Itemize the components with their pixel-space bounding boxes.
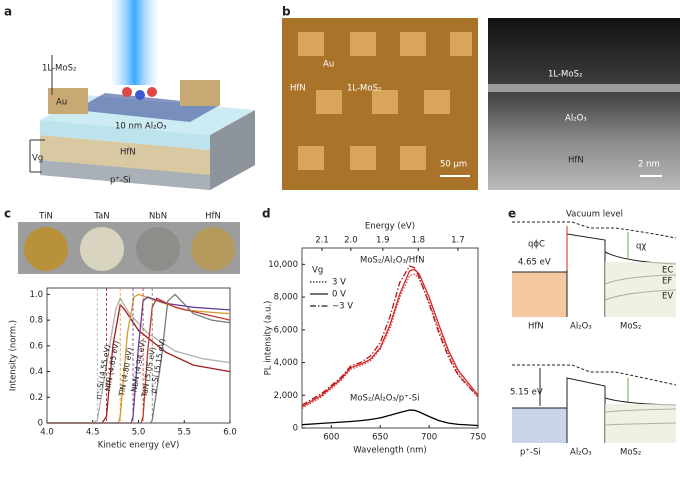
scale-label: 2 nm bbox=[638, 160, 660, 170]
x-axis-label: Kinetic energy (eV) bbox=[98, 441, 180, 451]
panel-label: e bbox=[508, 207, 516, 221]
legend-label: 0 V bbox=[332, 290, 346, 300]
y-tick-label: 4,000 bbox=[274, 358, 298, 368]
sample-label: TiN bbox=[38, 212, 53, 222]
y-tick-label: 10,000 bbox=[268, 260, 298, 270]
data-line bbox=[47, 297, 231, 424]
y-tick-label: 8,000 bbox=[274, 293, 298, 303]
label: 1L-MoS₂ bbox=[347, 84, 381, 94]
x-tick-label: 5.5 bbox=[177, 428, 191, 438]
label: HfN bbox=[290, 84, 306, 94]
y-tick-label: 2,000 bbox=[274, 391, 298, 401]
label: 1L-MoS₂ bbox=[548, 70, 582, 80]
data-line bbox=[301, 268, 479, 408]
device-schematic bbox=[29, 0, 255, 190]
label: Vacuum level bbox=[566, 210, 623, 220]
label: 1L-MoS₂ bbox=[42, 64, 76, 74]
x2-tick-label: 2.1 bbox=[315, 236, 329, 246]
panel-label: c bbox=[4, 207, 11, 221]
label: HfN bbox=[528, 322, 544, 332]
label: Au bbox=[323, 60, 334, 70]
label: Vg bbox=[32, 154, 43, 164]
label: Al₂O₃ bbox=[570, 448, 592, 458]
label: 10 nm Al₂O₃ bbox=[115, 122, 167, 132]
y-tick-label: 0.8 bbox=[29, 316, 43, 326]
sample-photo bbox=[18, 222, 240, 274]
label: EC bbox=[662, 266, 673, 276]
y-tick-label: 6,000 bbox=[274, 325, 298, 335]
band-diagram bbox=[512, 221, 677, 443]
label: Au bbox=[56, 98, 67, 108]
x2-axis-label: Energy (eV) bbox=[365, 222, 415, 232]
data-line bbox=[301, 273, 479, 409]
sample-label: HfN bbox=[205, 212, 221, 222]
y-tick-label: 1.0 bbox=[29, 290, 43, 300]
y-tick-label: 0.6 bbox=[29, 341, 43, 351]
label: HfN bbox=[120, 148, 136, 158]
legend-label: −3 V bbox=[332, 302, 353, 312]
y-axis-label: PL intensity (a.u.) bbox=[264, 301, 274, 376]
x-tick-label: 600 bbox=[323, 433, 339, 443]
label: HfN bbox=[568, 156, 584, 166]
legend-label: 3 V bbox=[332, 278, 346, 288]
sample-label: TaN bbox=[93, 212, 109, 222]
panel-label: a bbox=[4, 5, 12, 19]
data-line bbox=[47, 293, 231, 424]
label: 4.65 eV bbox=[518, 258, 551, 268]
sample-label: NbN bbox=[149, 212, 167, 222]
data-line bbox=[47, 293, 231, 424]
x2-tick-label: 2.0 bbox=[344, 236, 358, 246]
label: EV bbox=[662, 292, 673, 302]
label: EF bbox=[662, 277, 672, 287]
x-tick-label: 750 bbox=[470, 433, 486, 443]
legend-title: Vg bbox=[312, 266, 323, 276]
label: Al₂O₃ bbox=[570, 322, 592, 332]
panel-label: d bbox=[262, 207, 271, 221]
x-axis-label: Wavelength (nm) bbox=[353, 446, 426, 456]
x2-tick-label: 1.7 bbox=[451, 236, 465, 246]
data-line bbox=[301, 265, 479, 406]
label: p⁺-Si bbox=[520, 448, 541, 458]
series-label: MoS₂/Al₂O₃/p⁺-Si bbox=[350, 394, 419, 404]
label: MoS₂ bbox=[620, 322, 641, 332]
x-tick-label: 4.5 bbox=[86, 428, 100, 438]
label: MoS₂ bbox=[620, 448, 641, 458]
data-line bbox=[301, 409, 479, 427]
x-tick-label: 4.0 bbox=[40, 428, 54, 438]
x-tick-label: 6.0 bbox=[223, 428, 237, 438]
x2-tick-label: 1.9 bbox=[376, 236, 390, 246]
label: Al₂O₃ bbox=[565, 114, 587, 124]
label: p⁺-Si bbox=[110, 176, 131, 186]
scale-label: 50 µm bbox=[440, 160, 467, 170]
y-tick-label: 0 bbox=[38, 419, 43, 429]
x-tick-label: 5.0 bbox=[132, 428, 146, 438]
x-tick-label: 700 bbox=[421, 433, 437, 443]
micrograph bbox=[282, 18, 680, 190]
y-tick-label: 0 bbox=[293, 424, 298, 434]
y-tick-label: 0.2 bbox=[29, 393, 43, 403]
label: qϕC bbox=[528, 240, 545, 250]
label: qχ bbox=[636, 242, 646, 252]
x2-tick-label: 1.8 bbox=[411, 236, 425, 246]
plot-frame bbox=[301, 247, 479, 429]
x-tick-label: 650 bbox=[372, 433, 388, 443]
label: 5.15 eV bbox=[510, 388, 543, 398]
y-tick-label: 0.4 bbox=[29, 367, 43, 377]
panel-label: b bbox=[282, 5, 291, 19]
group-label: MoS₂/Al₂O₃/HfN bbox=[360, 256, 425, 266]
data-line bbox=[47, 303, 231, 424]
y-axis-label: Intensity (norm.) bbox=[9, 320, 19, 391]
